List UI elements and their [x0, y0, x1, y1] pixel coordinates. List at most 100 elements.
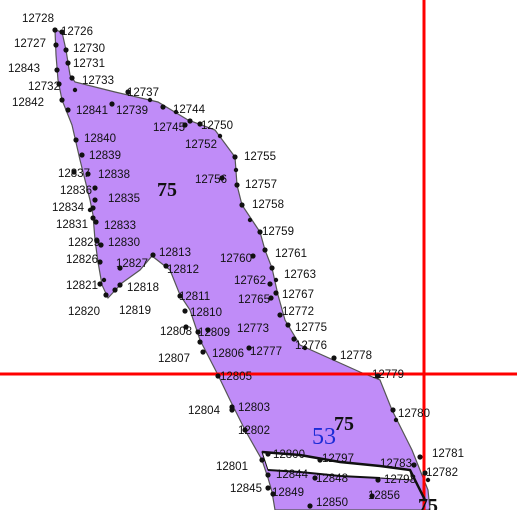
vertex-point — [277, 312, 283, 318]
vertex-label: 12755 — [244, 151, 276, 163]
vertex-label: 12781 — [432, 448, 464, 460]
vertex-label: 12776 — [295, 340, 327, 352]
vertex-point — [205, 327, 211, 333]
vertex-point — [101, 277, 107, 283]
vertex-label: 12744 — [173, 104, 206, 116]
vertex-point — [71, 169, 77, 175]
vertex-label: 12804 — [188, 405, 221, 417]
vertex-label: 12819 — [119, 305, 151, 317]
vertex-point — [233, 167, 239, 173]
vertex-point — [93, 219, 99, 225]
vertex-label: 12856 — [368, 490, 400, 502]
vertex-label: 12834 — [52, 202, 85, 214]
vertex-point — [69, 75, 75, 81]
vertex-point — [85, 171, 91, 177]
vertex-point — [393, 417, 399, 423]
vertex-label: 12737 — [127, 87, 159, 99]
vertex-point — [150, 252, 156, 258]
vertex-label: 12758 — [252, 199, 284, 211]
vertex-label: 12760 — [220, 253, 252, 265]
vertex-point — [197, 121, 203, 127]
vertex-point — [270, 491, 276, 497]
vertex-point — [232, 154, 238, 160]
vertex-point — [187, 118, 193, 124]
zone-label: 53 — [312, 424, 336, 450]
vertex-label: 12797 — [322, 453, 354, 465]
parcel-label-south: 75 — [334, 413, 354, 435]
vertex-point — [265, 485, 271, 491]
vertex-point — [173, 109, 179, 115]
vertex-label: 12830 — [108, 237, 140, 249]
vertex-point — [195, 329, 201, 335]
vertex-label: 12762 — [234, 275, 266, 287]
vertex-label: 12759 — [262, 226, 294, 238]
vertex-label: 12848 — [316, 473, 348, 485]
vertex-point — [215, 373, 221, 379]
vertex-label: 12728 — [22, 13, 54, 25]
vertex-point — [375, 477, 381, 483]
vertex-point — [97, 281, 103, 287]
vertex-point — [268, 295, 274, 301]
vertex-point — [92, 185, 98, 191]
vertex-point — [147, 97, 153, 103]
vertex-point — [79, 152, 85, 158]
parcel-boundary-thick-2 — [267, 469, 381, 479]
vertex-point — [59, 29, 65, 35]
vertex-point — [417, 454, 423, 460]
vertex-point — [250, 253, 256, 259]
vertex-point — [112, 287, 118, 293]
vertex-point — [117, 282, 123, 288]
vertex-label: 12730 — [73, 43, 105, 55]
vertex-point — [411, 462, 417, 468]
vertex-point — [369, 493, 375, 499]
vertex-point — [247, 217, 253, 223]
parcel-boundary-thick — [261, 450, 427, 501]
vertex-label: 12826 — [66, 254, 98, 266]
vertex-point — [219, 175, 225, 181]
vertex-label: 12775 — [295, 322, 327, 334]
vertex-label: 12806 — [212, 348, 244, 360]
vertex-point — [239, 202, 245, 208]
vertex-point — [103, 292, 109, 298]
vertex-point — [98, 242, 104, 248]
vertex-point — [422, 470, 428, 476]
vertex-label: 12813 — [159, 247, 191, 259]
vertex-point — [182, 122, 188, 128]
vertex-point — [177, 293, 183, 299]
vertex-point — [72, 87, 78, 93]
vertex-point — [291, 336, 297, 342]
vertex-label: 12763 — [284, 269, 316, 281]
vertex-point — [425, 477, 431, 483]
vertex-label: 12811 — [179, 291, 210, 303]
vertex-point — [94, 238, 100, 244]
vertex-point — [53, 42, 59, 48]
vertex-point — [217, 133, 223, 139]
vertex-label: 12843 — [8, 63, 40, 75]
vertex-label: 12849 — [272, 487, 304, 499]
parcel-polygon — [54, 29, 431, 510]
vertex-label: 12842 — [12, 97, 44, 109]
vertex-point — [54, 67, 60, 73]
vertex-label: 12772 — [282, 306, 314, 318]
vertex-label: 12761 — [275, 248, 307, 260]
vertex-label: 12850 — [316, 497, 348, 509]
vertex-label: 12835 — [108, 193, 140, 205]
vertex-point — [242, 427, 248, 433]
vertex-label: 12765 — [238, 294, 270, 306]
vertex-label: 12773 — [237, 323, 269, 335]
vertex-label: 12777 — [250, 346, 282, 358]
vertex-label: 12808 — [160, 326, 192, 338]
vertex-label: 12745 — [153, 122, 185, 134]
vertex-label: 12731 — [73, 58, 105, 70]
vertex-point — [56, 81, 62, 87]
vertex-label: 12829 — [68, 237, 100, 249]
vertex-label: 12802 — [238, 425, 270, 437]
parcel-label-edge: 75 — [418, 495, 438, 510]
vertex-label: 12793 — [384, 474, 416, 486]
vertex-point — [87, 207, 93, 213]
vertex-label: 12844 — [276, 469, 309, 481]
vertex-point — [125, 89, 131, 95]
vertex-point — [163, 263, 169, 269]
vertex-label: 12783 — [380, 458, 412, 470]
